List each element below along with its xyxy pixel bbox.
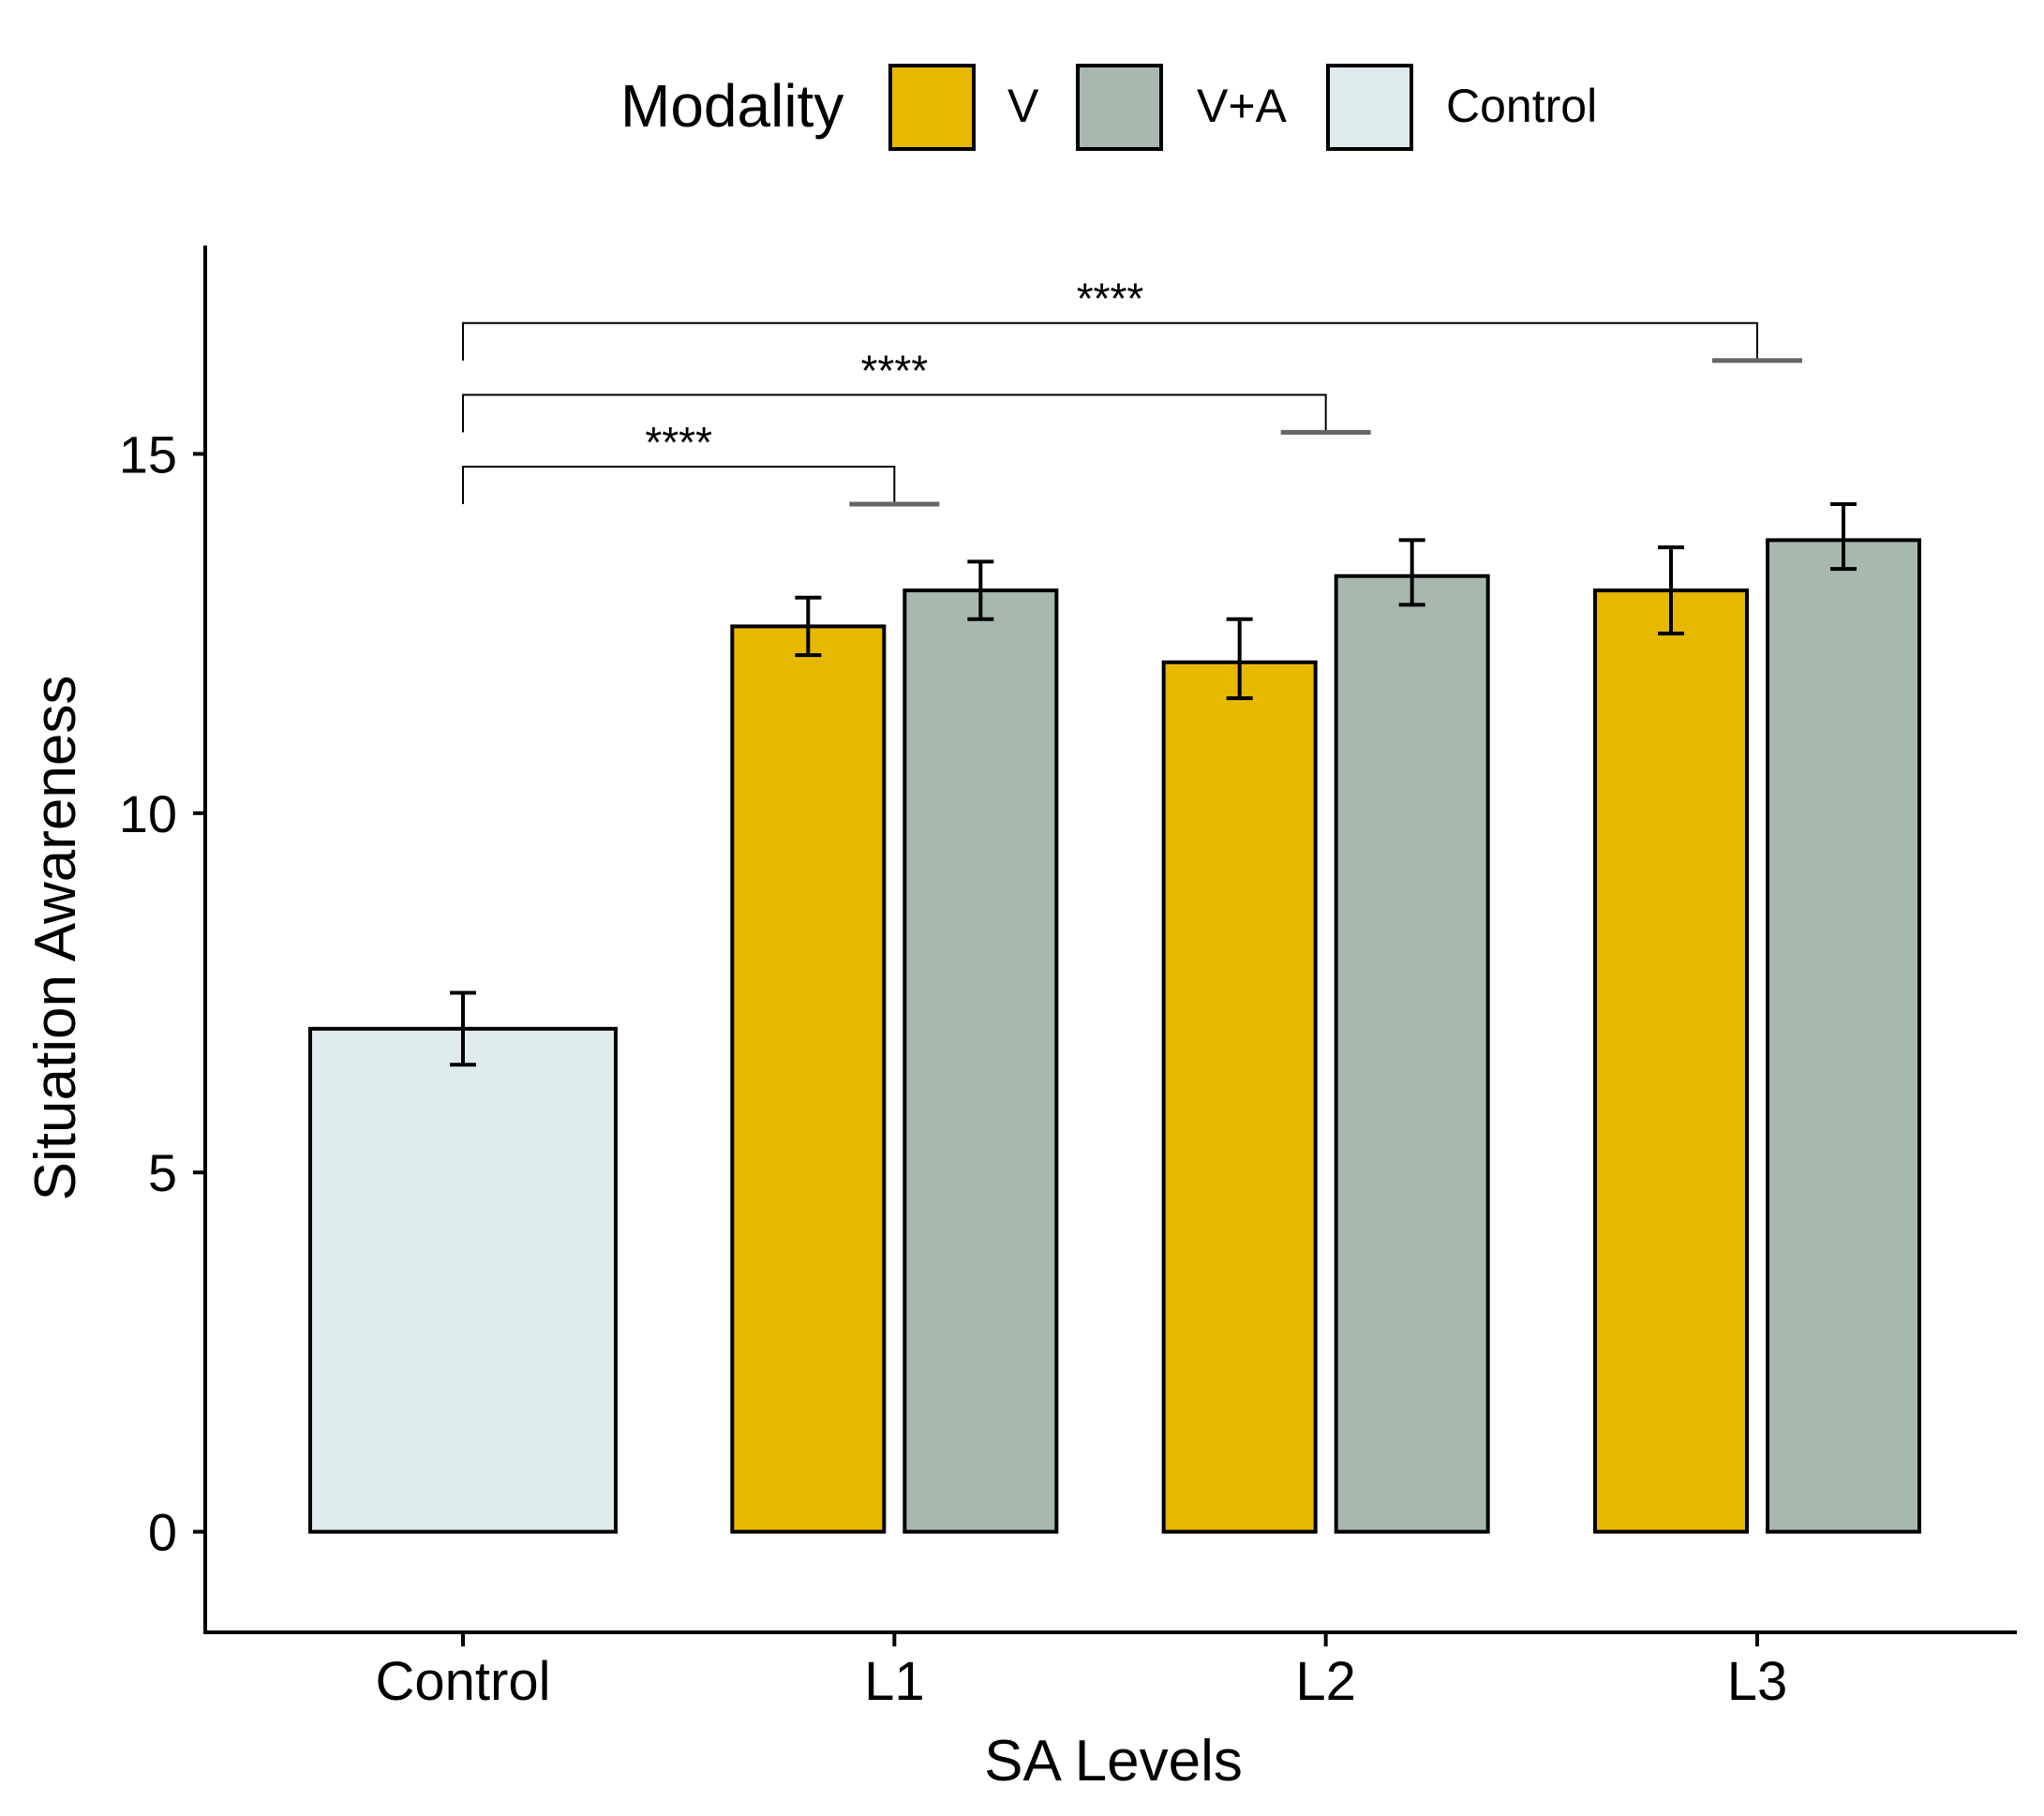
x-tick-label-l1: L1 <box>864 1651 925 1712</box>
error-bars-layer <box>450 502 1857 1067</box>
legend-label-control: Control <box>1446 80 1597 132</box>
y-ticks: 0 5 10 15 <box>119 424 205 1562</box>
x-tick-label-l2: L2 <box>1295 1651 1356 1712</box>
significance-label: **** <box>1077 275 1144 323</box>
error-bar-l2-v <box>1226 617 1253 701</box>
bar-l3-v-a <box>1766 538 1921 1534</box>
legend-swatch-v <box>888 64 976 151</box>
error-bar-l1-v <box>795 595 822 658</box>
x-tick-label-l3: L3 <box>1727 1651 1788 1712</box>
error-bar-l1-v-a <box>967 559 994 621</box>
legend-swatch-va <box>1076 64 1163 151</box>
legend-swatch-control <box>1326 64 1413 151</box>
legend-label-va: V+A <box>1197 80 1288 132</box>
significance-layer: **** **** **** <box>462 275 1802 507</box>
plot-area: **** **** **** 0 5 10 15 Control L1 L2 L3 <box>119 246 2017 1712</box>
y-axis-title: Situation Awareness <box>23 676 88 1201</box>
bar-l1-v-a <box>903 588 1059 1534</box>
bar-l2-v <box>1161 660 1318 1534</box>
x-tick-label-control: Control <box>376 1651 551 1712</box>
y-tick-label: 15 <box>119 424 177 484</box>
x-axis-title: SA Levels <box>984 1729 1243 1794</box>
bars-layer <box>308 538 1921 1534</box>
legend-label-v: V <box>1007 80 1039 132</box>
significance-bracket-l1: **** <box>462 418 940 507</box>
x-ticks: Control L1 L2 L3 <box>376 1632 1788 1712</box>
significance-label: **** <box>645 418 712 467</box>
bar-control-control <box>308 1026 618 1534</box>
legend: Modality V V+A Control <box>620 64 1597 151</box>
bar-l3-v <box>1593 588 1749 1534</box>
bar-l2-v-a <box>1334 573 1490 1534</box>
legend-title: Modality <box>620 72 843 140</box>
error-bar-control-control <box>450 990 476 1067</box>
error-bar-l2-v-a <box>1398 538 1425 607</box>
y-tick-label: 0 <box>148 1503 177 1562</box>
significance-bracket-l2: **** <box>462 346 1371 435</box>
significance-label: **** <box>861 346 929 394</box>
y-tick-label: 10 <box>119 784 177 843</box>
significance-bracket-l3: **** <box>462 275 1802 364</box>
bar-l1-v <box>730 624 887 1534</box>
error-bar-l3-v-a <box>1830 502 1857 572</box>
error-bar-l3-v <box>1658 545 1684 636</box>
y-tick-label: 5 <box>148 1143 177 1202</box>
